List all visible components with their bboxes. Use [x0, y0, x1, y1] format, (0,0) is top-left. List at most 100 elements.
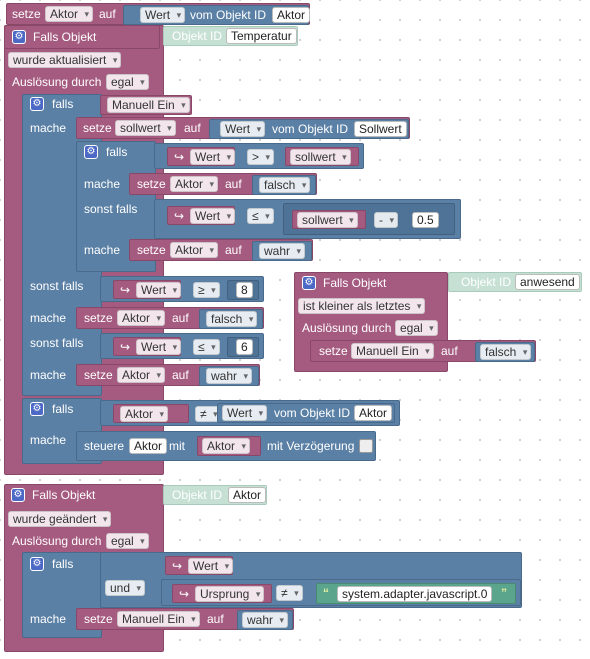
operator-dropdown[interactable]: >	[247, 149, 275, 165]
boolean-dropdown[interactable]: falsch	[206, 311, 258, 327]
variable-dropdown[interactable]: Aktor	[117, 367, 166, 383]
object-id-field[interactable]: Aktor	[129, 438, 168, 454]
boolean-dropdown[interactable]: wahr	[259, 243, 306, 259]
boolean-dropdown[interactable]: falsch	[480, 344, 532, 360]
value-block[interactable]: ↪ Wert	[167, 206, 236, 225]
boolean-block[interactable]: falsch	[475, 342, 535, 362]
variable-dropdown[interactable]: Aktor	[170, 176, 219, 192]
operator-dropdown[interactable]: ≤	[193, 339, 220, 355]
gear-icon[interactable]: ⚙	[84, 145, 98, 159]
value-block[interactable]: ↪ Ursprung	[172, 584, 272, 603]
set-variable-block[interactable]: setze Manuell Ein auf wahr	[76, 608, 294, 630]
logic-operator-dropdown[interactable]: und	[105, 580, 146, 596]
set-variable-block[interactable]: setze Aktor auf falsch	[76, 307, 264, 329]
math-operator-dropdown[interactable]: -	[374, 212, 398, 228]
variable-dropdown[interactable]: sollwert	[290, 149, 351, 165]
gear-icon[interactable]: ⚙	[12, 30, 26, 44]
variable-dropdown[interactable]: Manuell Ein	[107, 97, 190, 113]
get-value-block[interactable]: Wert vom Objekt ID Aktor	[217, 403, 395, 423]
attribute-dropdown[interactable]: Wert	[190, 149, 236, 165]
variable-get-block[interactable]: Aktor	[113, 404, 189, 423]
object-id-field[interactable]: Aktor	[228, 487, 267, 503]
set-variable-block[interactable]: setze Manuell Ein auf falsch	[310, 340, 536, 362]
variable-get-block[interactable]: Manuell Ein	[100, 95, 192, 115]
number-block[interactable]: 6	[227, 337, 259, 357]
boolean-block[interactable]: falsch	[199, 309, 263, 329]
variable-get-block[interactable]: sollwert	[292, 210, 366, 229]
number-block[interactable]: 8	[227, 280, 259, 300]
compare-block[interactable]: ↪ Ursprung ≠ “ system.adapter.javascript…	[161, 579, 521, 606]
condition-dropdown[interactable]: ist kleiner als letztes	[298, 298, 426, 314]
value-block[interactable]: ↪ Wert	[165, 556, 234, 575]
gear-icon[interactable]: ⚙	[11, 488, 25, 502]
attribute-dropdown[interactable]: Wert	[188, 558, 234, 574]
number-field[interactable]: 8	[236, 282, 253, 298]
ausloesung-dropdown[interactable]: egal	[106, 74, 149, 90]
variable-dropdown[interactable]: Aktor	[170, 242, 219, 258]
get-value-block[interactable]: Wert vom Objekt ID Aktor	[123, 5, 311, 25]
boolean-dropdown[interactable]: falsch	[259, 177, 311, 193]
object-id-block[interactable]: Objekt ID anwesend	[448, 272, 582, 292]
set-variable-block[interactable]: setze Aktor auf Wert vom Objekt ID Aktor	[6, 3, 311, 25]
variable-get-block[interactable]: sollwert	[285, 147, 359, 166]
delay-checkbox[interactable]	[359, 439, 373, 453]
logic-and-block[interactable]: ↪ Wert und ↪ Ursprung ≠ “ system.adapter…	[100, 552, 522, 608]
variable-dropdown[interactable]: Aktor	[117, 310, 166, 326]
attribute-dropdown[interactable]: Wert	[140, 7, 186, 23]
boolean-dropdown[interactable]: wahr	[242, 612, 289, 628]
boolean-block[interactable]: wahr	[199, 366, 259, 386]
variable-dropdown[interactable]: sollwert	[297, 212, 358, 228]
attribute-dropdown[interactable]: Wert	[190, 208, 236, 224]
gear-icon[interactable]: ⚙	[302, 276, 316, 290]
control-block[interactable]: steuere Aktor mit Aktor mit Verzögerung	[76, 431, 376, 461]
gear-icon[interactable]: ⚙	[30, 557, 44, 571]
condition-dropdown[interactable]: wurde aktualisiert	[8, 52, 122, 68]
boolean-block[interactable]: wahr	[252, 241, 312, 261]
object-id-field[interactable]: Temperatur	[226, 28, 297, 44]
ausloesung-dropdown[interactable]: egal	[106, 533, 149, 549]
variable-dropdown[interactable]: Aktor	[202, 438, 251, 454]
set-variable-block[interactable]: setze Aktor auf falsch	[129, 173, 317, 195]
operator-dropdown[interactable]: ≠	[276, 585, 303, 601]
number-field[interactable]: 6	[236, 339, 253, 355]
number-field[interactable]: 0.5	[412, 212, 439, 228]
variable-get-block[interactable]: Aktor	[197, 436, 261, 456]
object-id-field[interactable]: Sollwert	[354, 121, 407, 137]
compare-block[interactable]: ↪ Wert ≥ 8	[100, 276, 264, 302]
text-block[interactable]: “ system.adapter.javascript.0 ”	[316, 583, 516, 604]
variable-dropdown[interactable]: Manuell Ein	[351, 343, 434, 359]
attribute-dropdown[interactable]: Wert	[220, 121, 266, 137]
value-block[interactable]: ↪ Wert	[113, 280, 182, 299]
attribute-dropdown[interactable]: Wert	[136, 282, 182, 298]
object-id-block[interactable]: Objekt ID Temperatur	[163, 26, 298, 46]
attribute-dropdown[interactable]: Ursprung	[195, 586, 265, 602]
object-id-field[interactable]: Aktor	[272, 7, 311, 23]
variable-dropdown[interactable]: Manuell Ein	[117, 611, 200, 627]
condition-dropdown[interactable]: wurde geändert	[8, 511, 112, 527]
operator-dropdown[interactable]: ≥	[193, 282, 220, 298]
boolean-dropdown[interactable]: wahr	[206, 368, 253, 384]
boolean-block[interactable]: wahr	[237, 610, 293, 630]
compare-block[interactable]: ↪ Wert > sollwert	[154, 143, 364, 169]
variable-dropdown[interactable]: Aktor	[45, 6, 94, 22]
value-block[interactable]: ↪ Wert	[167, 147, 236, 166]
attribute-dropdown[interactable]: Wert	[222, 405, 268, 421]
object-id-block[interactable]: Objekt ID Aktor	[163, 485, 267, 505]
boolean-block[interactable]: falsch	[252, 175, 316, 195]
object-id-field[interactable]: anwesend	[515, 274, 580, 290]
ausloesung-dropdown[interactable]: egal	[395, 320, 438, 336]
attribute-dropdown[interactable]: Wert	[136, 339, 182, 355]
set-variable-block[interactable]: setze sollwert auf Wert vom Objekt ID So…	[76, 117, 410, 139]
set-variable-block[interactable]: setze Aktor auf wahr	[76, 364, 260, 386]
math-block[interactable]: sollwert - 0.5	[283, 203, 455, 235]
object-id-field[interactable]: Aktor	[354, 405, 393, 421]
gear-icon[interactable]: ⚙	[30, 97, 44, 111]
compare-block[interactable]: Aktor ≠ Wert vom Objekt ID Aktor	[100, 400, 400, 426]
compare-block[interactable]: ↪ Wert ≤ sollwert - 0.5	[154, 199, 461, 239]
variable-dropdown[interactable]: Aktor	[120, 406, 169, 422]
get-value-block[interactable]: Wert vom Objekt ID Sollwert	[209, 119, 409, 139]
gear-icon[interactable]: ⚙	[30, 402, 44, 416]
variable-dropdown[interactable]: sollwert	[115, 120, 176, 136]
compare-block[interactable]: ↪ Wert ≤ 6	[100, 333, 264, 359]
